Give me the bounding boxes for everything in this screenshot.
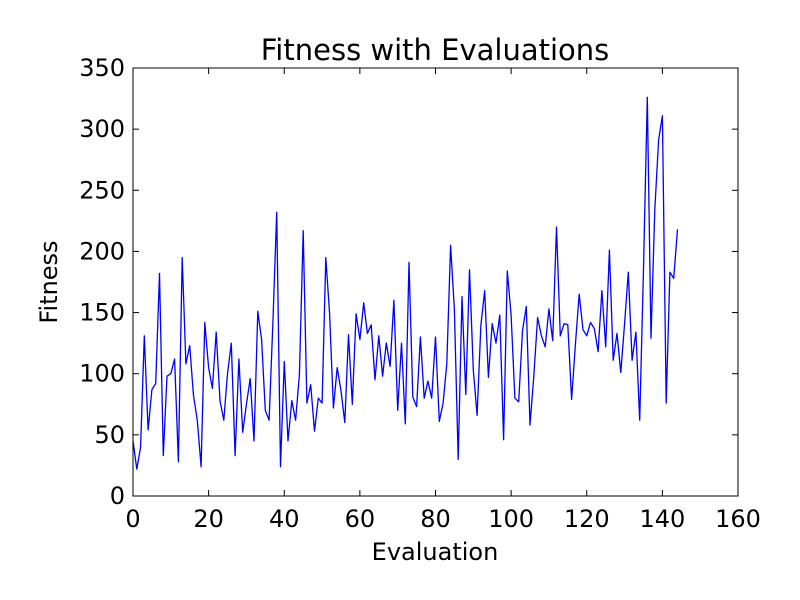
x-tick-label: 60 [345,505,376,533]
x-tick-label: 160 [715,505,761,533]
y-tick-label: 100 [79,360,125,388]
x-tick-label: 80 [420,505,451,533]
x-tick-label: 100 [488,505,534,533]
x-tick-label: 20 [193,505,224,533]
x-tick-label: 0 [125,505,140,533]
y-tick-label: 250 [79,176,125,204]
plot-area-frame [132,67,739,497]
x-tick-label: 120 [564,505,610,533]
y-tick-label: 50 [94,421,125,449]
y-tick-label: 200 [79,237,125,265]
y-tick-label: 0 [110,482,125,510]
x-tick-label: 140 [639,505,685,533]
x-axis: 0 20 40 60 80 100 120 140 160 [125,68,761,533]
chart-title: Fitness with Evaluations [261,33,610,67]
y-tick-label: 150 [79,299,125,327]
y-tick-label: 300 [79,115,125,143]
x-tick-label: 40 [269,505,300,533]
fitness-series-line [132,96,679,470]
x-axis-label: Evaluation [372,538,499,566]
y-axis-label: Fitness [35,240,63,323]
y-tick-label: 350 [79,54,125,82]
y-axis: 0 50 100 150 200 250 300 350 [79,54,738,510]
